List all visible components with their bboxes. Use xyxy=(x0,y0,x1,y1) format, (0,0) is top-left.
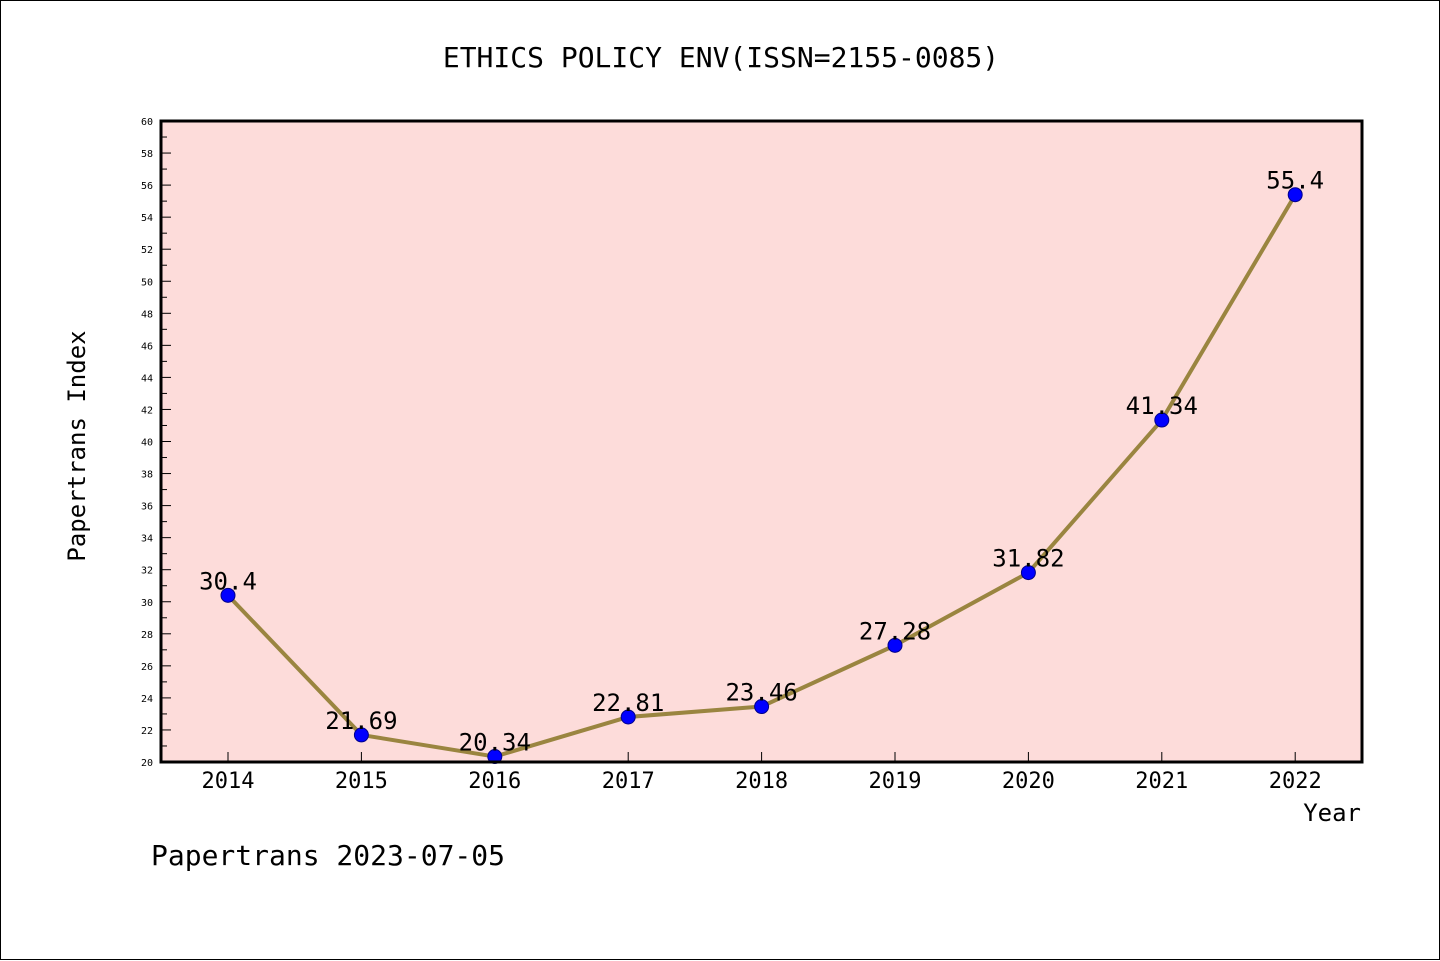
data-point xyxy=(487,749,503,765)
data-label: 41.34 xyxy=(1126,392,1198,420)
data-label: 22.81 xyxy=(592,689,664,717)
y-tick-label: 42 xyxy=(141,405,153,416)
plot-border xyxy=(159,119,1364,764)
data-point xyxy=(1020,565,1036,581)
footer-text: Papertrans 2023-07-05 xyxy=(151,839,505,872)
y-tick-label: 30 xyxy=(141,598,153,609)
x-axis-label: Year xyxy=(1303,799,1361,827)
x-tick-label: 2018 xyxy=(735,769,788,794)
y-tick-label: 36 xyxy=(141,502,153,513)
x-tick-label: 2017 xyxy=(602,769,655,794)
y-tick-label: 32 xyxy=(141,566,153,577)
x-tick-label: 2020 xyxy=(1002,769,1055,794)
y-tick-label: 48 xyxy=(141,309,153,320)
y-axis: 20 22 24 26 28 30 32 34 36 38 40 42 44 46 48 50 52 54 56 58… xyxy=(141,117,171,769)
data-point xyxy=(1154,412,1170,428)
y-tick-label: 52 xyxy=(141,245,153,256)
chart-title: ETHICS POLICY ENV(ISSN=2155-0085) xyxy=(443,41,999,74)
y-tick-label: 60 xyxy=(141,117,153,128)
data-label: 23.46 xyxy=(725,679,797,707)
data-label: 55.4 xyxy=(1266,167,1324,195)
data-point xyxy=(620,709,636,725)
x-tick-label: 2019 xyxy=(869,769,922,794)
y-tick-label: 20 xyxy=(141,758,153,769)
y-tick-label: 44 xyxy=(141,373,153,384)
data-point xyxy=(754,699,770,715)
x-tick-label: 2015 xyxy=(335,769,388,794)
x-tick-label: 2021 xyxy=(1135,769,1188,794)
x-tick-label: 2014 xyxy=(202,769,255,794)
data-point xyxy=(1287,187,1303,203)
data-labels-group: 30.4 21.69 20.34 22.81 23.46 27.28 31.82 41.34 5… xyxy=(199,167,1324,757)
x-tick-label: 2016 xyxy=(468,769,521,794)
y-tick-label: 46 xyxy=(141,341,153,352)
y-tick-label: 38 xyxy=(141,470,153,481)
y-tick-label: 58 xyxy=(141,149,153,160)
y-tick-label: 54 xyxy=(141,213,153,224)
y-tick-label: 26 xyxy=(141,662,153,673)
y-tick-label: 24 xyxy=(141,694,153,705)
data-point xyxy=(887,637,903,653)
markers-group xyxy=(220,187,1303,765)
y-tick-label: 34 xyxy=(141,534,153,545)
plot-area xyxy=(161,121,1362,762)
y-tick-label: 28 xyxy=(141,630,153,641)
data-label: 30.4 xyxy=(199,567,257,595)
data-label: 20.34 xyxy=(459,729,531,757)
y-tick-label: 22 xyxy=(141,726,153,737)
data-point xyxy=(353,727,369,743)
data-point xyxy=(220,587,236,603)
data-label: 27.28 xyxy=(859,617,931,645)
x-axis: 2014 2015 2016 2017 2018 2019 2020 2021 2022 xyxy=(202,752,1322,794)
y-tick-label: 50 xyxy=(141,277,153,288)
y-tick-label: 56 xyxy=(141,181,153,192)
y-tick-label: 40 xyxy=(141,438,153,449)
data-label: 21.69 xyxy=(325,707,397,735)
data-label: 31.82 xyxy=(992,545,1064,573)
y-axis-label: Papertrans Index xyxy=(63,330,91,561)
x-tick-label: 2022 xyxy=(1269,769,1322,794)
